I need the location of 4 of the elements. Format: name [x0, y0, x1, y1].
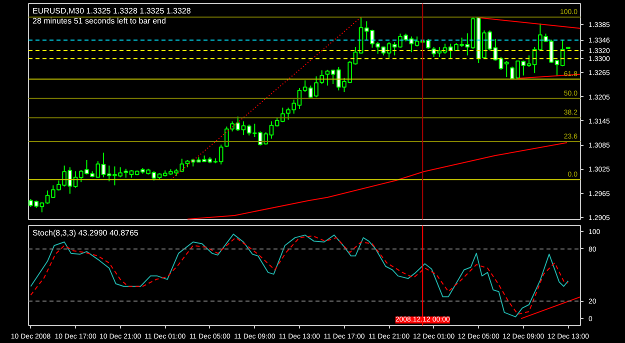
chart-title: Stoch(8,3,3) 43.2990 40.8765 [32, 228, 139, 238]
chart-title: EURUSD,M30 1.3325 1.3328 1.3325 1.3328 [32, 6, 192, 16]
line-series [186, 142, 568, 220]
text: 28 minutes 51 seconds left to bar end [32, 16, 166, 26]
